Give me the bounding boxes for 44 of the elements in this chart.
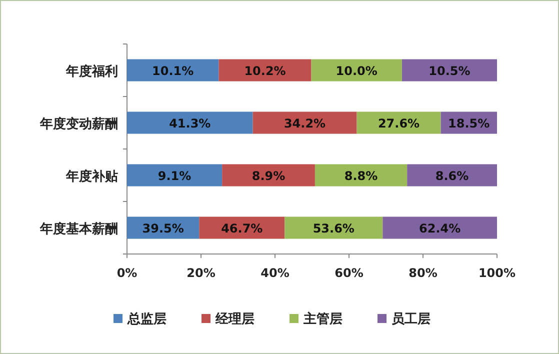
annotation: 8.6% [435,168,469,183]
annotation: 53.6% [312,221,354,236]
bar [252,112,357,134]
bar [127,164,222,186]
x-tick-label: 80% [408,266,438,280]
bar [402,59,497,82]
bar [356,112,441,134]
bar [127,112,253,134]
annotation: 18.5% [448,116,490,130]
y-tick-label: 年度福利 [65,63,118,80]
annotation: 41.3% [169,116,211,130]
x-tick-label: 20% [186,266,216,280]
bar [407,164,497,186]
bar [314,164,408,186]
annotation: 10.0% [336,64,378,78]
y-tick-label: 年度基本薪酬 [39,220,118,237]
bar [382,216,497,239]
annotation: 10.2% [244,64,286,78]
annotation: 10.1% [152,64,194,78]
bar [311,59,402,82]
legend-label: 总监层 [126,311,166,327]
annotation: 9.1% [158,168,192,183]
x-tick-label: 100% [478,266,516,280]
x-tick-label: 60% [334,266,364,280]
bar [199,216,285,239]
x-tick-label: 0% [116,266,138,280]
annotation: 39.5% [142,221,184,236]
x-tick-label: 40% [260,266,290,280]
legend-label: 经理层 [214,312,254,327]
annotation: 8.8% [344,168,378,183]
annotation: 8.9% [252,168,286,183]
legend-label: 主管层 [302,311,342,327]
y-tick-label: 年度变动薪酬 [39,116,118,132]
annotation: 46.7% [221,221,263,236]
annotation: 34.2% [284,116,326,130]
annotation: 62.4% [419,221,461,236]
bar [218,59,312,82]
legend-label: 员工层 [392,312,430,327]
bar [284,216,383,239]
bar [127,59,219,82]
y-tick-label: 年度补贴 [65,168,118,184]
annotation: 27.6% [378,116,420,130]
annotation: 10.5% [428,64,470,78]
bar [222,164,315,186]
